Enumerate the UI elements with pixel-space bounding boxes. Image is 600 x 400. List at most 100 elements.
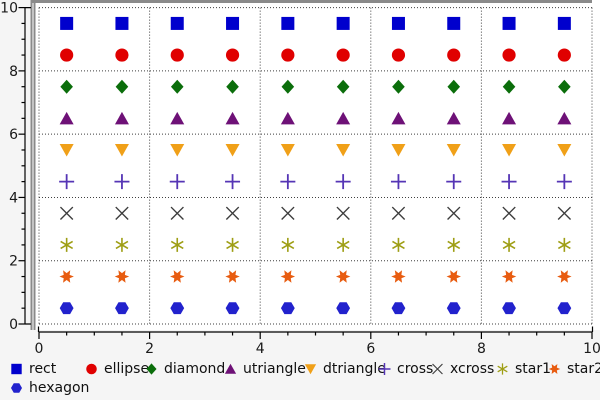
marker-xcross-icon: [281, 206, 295, 220]
marker-dtriangle-icon: [557, 143, 572, 157]
marker-dtriangle-icon: [59, 143, 74, 157]
marker-star1-icon: [281, 237, 295, 252]
marker-star2-icon: [114, 270, 130, 283]
marker-xcross-icon: [447, 206, 461, 220]
marker-utriangle-icon: [59, 111, 74, 125]
marker-diamond-icon: [281, 79, 295, 94]
marker-rect-icon: [391, 16, 405, 30]
marker-dtriangle-icon: [114, 143, 129, 157]
marker-ellipse-icon: [447, 48, 461, 62]
marker-utriangle-icon: [502, 111, 517, 125]
marker-rect-icon: [60, 16, 74, 30]
marker-star1-icon: [60, 237, 74, 252]
marker-hexagon-icon: [59, 302, 74, 315]
marker-hexagon-icon: [557, 302, 572, 315]
marker-hexagon-icon: [446, 302, 461, 315]
marker-utriangle-icon: [391, 111, 406, 125]
marker-utriangle-icon: [280, 111, 295, 125]
marker-dtriangle-icon: [170, 143, 185, 157]
marker-star1-icon: [392, 237, 405, 252]
marker-diamond-icon: [558, 79, 571, 94]
marker-ellipse-icon: [281, 48, 295, 62]
marker-xcross-icon: [391, 206, 406, 220]
marker-rect-icon: [557, 16, 571, 30]
series-dtriangle: [59, 143, 572, 157]
marker-ellipse-icon: [557, 48, 571, 62]
marker-cross-icon: [335, 174, 351, 190]
series-hexagon: [59, 302, 572, 315]
marker-cross-icon: [390, 174, 406, 190]
marker-cross-icon: [556, 174, 572, 190]
marker-cross-icon: [501, 174, 517, 190]
marker-diamond-icon: [502, 79, 516, 94]
marker-star1-icon: [115, 237, 129, 252]
marker-dtriangle-icon: [446, 143, 461, 157]
marker-hexagon-icon: [225, 302, 240, 315]
marker-star2-icon: [280, 270, 296, 283]
x-tick-label: 8: [477, 341, 486, 357]
marker-utriangle-icon: [170, 111, 185, 125]
marker-xcross-icon: [115, 206, 129, 220]
marker-rect-icon: [281, 16, 295, 30]
marker-star2-icon: [335, 270, 351, 283]
y-tick-label: 10: [0, 1, 18, 17]
x-tick-label: 4: [256, 341, 265, 357]
marker-xcross-icon: [225, 206, 240, 220]
marker-hexagon-icon: [391, 302, 406, 315]
x-tick-label: 0: [35, 341, 44, 357]
marker-dtriangle-icon: [225, 143, 240, 157]
marker-diamond-icon: [447, 79, 461, 94]
marker-diamond-icon: [392, 79, 405, 94]
marker-hexagon-icon: [115, 302, 129, 315]
marker-dtriangle-icon: [502, 143, 517, 157]
marker-ellipse-icon: [225, 48, 240, 62]
marker-star1-icon: [447, 237, 461, 252]
marker-star2-icon: [225, 270, 240, 283]
series-star1: [60, 237, 571, 252]
marker-rect-icon: [115, 16, 129, 30]
marker-cross-icon: [446, 174, 462, 190]
marker-dtriangle-icon: [391, 143, 406, 157]
y-axis-line: [24, 7, 31, 325]
marker-ellipse-icon: [391, 48, 406, 62]
marker-rect-icon: [336, 16, 350, 30]
marker-star2-icon: [446, 270, 461, 283]
marker-hexagon-icon: [170, 302, 185, 315]
marker-star1-icon: [170, 237, 184, 252]
y-tick-label: 2: [9, 254, 18, 270]
marker-utriangle-icon: [225, 111, 240, 125]
marker-xcross-icon: [557, 206, 572, 220]
x-tick-label: 6: [366, 341, 375, 357]
marker-hexagon-icon: [336, 302, 351, 315]
marker-xcross-icon: [336, 206, 350, 220]
marker-diamond-icon: [226, 79, 239, 94]
marker-xcross-icon: [502, 206, 516, 220]
marker-rect-icon: [226, 16, 240, 30]
plot-panel: [31, 0, 600, 330]
marker-star1-icon: [502, 237, 516, 252]
marker-utriangle-icon: [114, 111, 129, 125]
marker-cross-icon: [280, 174, 296, 190]
marker-star2-icon: [501, 270, 517, 283]
marker-hexagon-icon: [502, 302, 516, 315]
x-tick-label: 2: [145, 341, 154, 357]
y-tick-label: 6: [9, 127, 18, 143]
marker-diamond-icon: [336, 79, 350, 94]
y-tick-label: 4: [9, 190, 18, 206]
marker-rect-icon: [170, 16, 184, 30]
marker-ellipse-icon: [502, 48, 516, 62]
marker-ellipse-icon: [115, 48, 129, 62]
marker-dtriangle-icon: [336, 143, 351, 157]
marker-rect-icon: [502, 16, 516, 30]
marker-star2-icon: [557, 270, 572, 283]
marker-hexagon-icon: [280, 302, 295, 315]
marker-rect-icon: [447, 16, 461, 30]
series-cross: [59, 174, 572, 190]
marker-cross-icon: [169, 174, 185, 190]
series-rect: [60, 16, 571, 30]
marker-utriangle-icon: [557, 111, 572, 125]
marker-star2-icon: [391, 270, 406, 283]
series-star2: [59, 270, 572, 283]
